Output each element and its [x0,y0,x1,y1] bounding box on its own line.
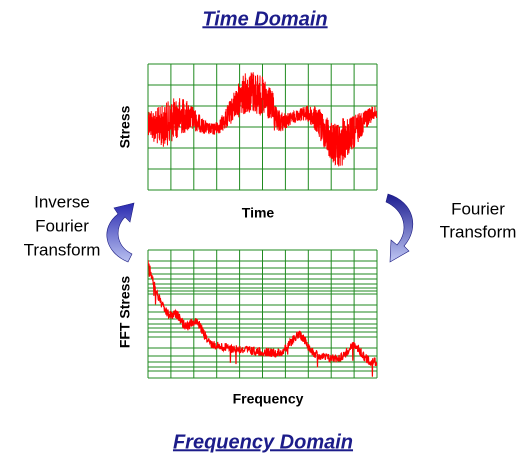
left-label: Inverse [34,192,90,211]
top-title: Time Domain [202,8,327,30]
right-label: Transform [440,222,517,241]
time-signal [148,72,377,167]
left-label: Fourier [35,216,89,235]
bottom-title: Frequency Domain [173,431,353,453]
inverse-arrow [106,202,135,263]
time-x-label: Time [242,205,275,221]
forward-arrow [385,193,414,263]
frequency-y-label: FFT Stress [117,276,133,349]
right-label: Fourier [451,199,505,218]
frequency-signal [148,260,377,377]
left-label: Transform [24,240,101,259]
time-y-label: Stress [117,105,133,148]
frequency-x-label: Frequency [233,391,304,407]
